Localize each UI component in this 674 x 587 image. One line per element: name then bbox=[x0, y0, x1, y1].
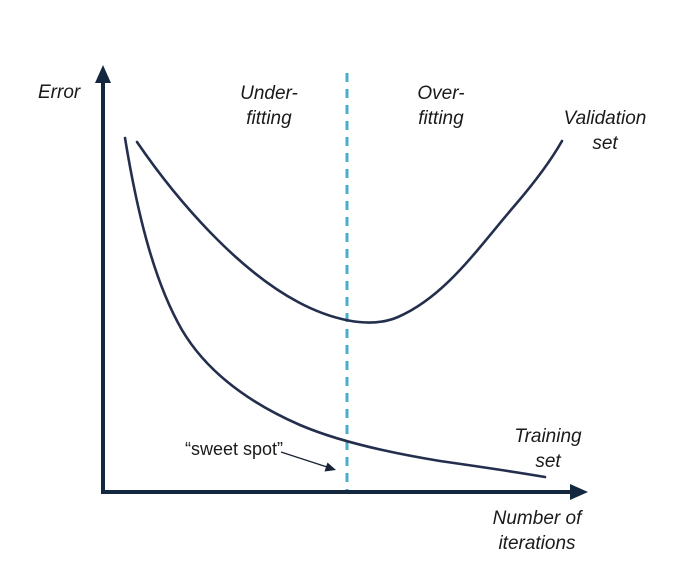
validation-curve bbox=[135, 139, 564, 324]
y-axis-label: Error bbox=[38, 82, 81, 103]
sweet-spot-arrow-line bbox=[280, 451, 328, 468]
sweet-spot-label: “sweet spot” bbox=[185, 439, 284, 459]
underfitting-label: Under- fitting bbox=[240, 83, 298, 129]
x-axis-arrowhead-icon bbox=[570, 484, 588, 500]
training-set-label: Training set bbox=[514, 426, 582, 472]
overfitting-label: Over- fitting bbox=[417, 83, 465, 129]
y-axis-arrowhead-icon bbox=[95, 65, 111, 83]
validation-set-label: Validation set bbox=[563, 108, 647, 154]
sweet-spot-arrowhead-icon bbox=[324, 462, 336, 472]
x-axis-label: Number of iterations bbox=[492, 508, 582, 554]
training-curve bbox=[123, 136, 547, 479]
